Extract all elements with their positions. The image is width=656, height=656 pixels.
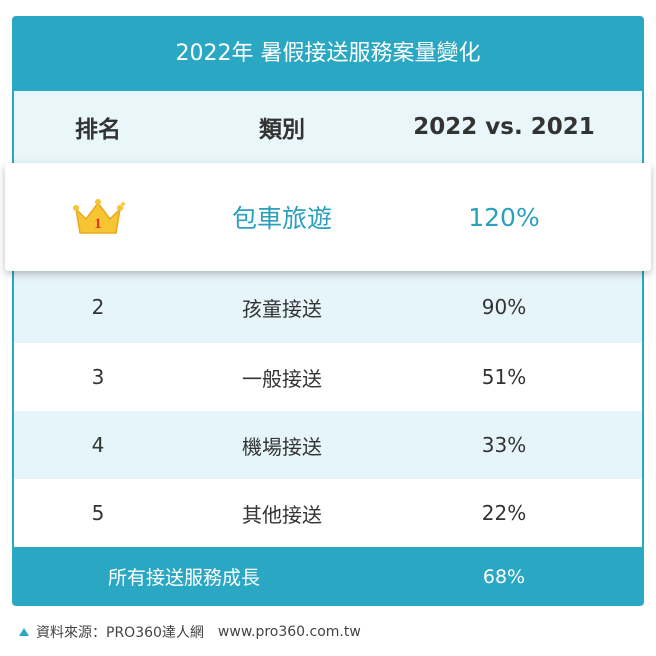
footer-label: 所有接送服務成長: [107, 567, 260, 589]
footer-row: 所有接送服務成長 68%: [14, 547, 642, 606]
category: 機場接送: [242, 434, 322, 459]
rank: 1: [94, 216, 102, 232]
table-row: 2 孩童接送 90%: [14, 271, 642, 343]
source: 資料來源：PRO360達人網 www.pro360.com.tw: [18, 622, 361, 642]
header-cell: 類別: [259, 117, 305, 143]
source-url: www.pro360.com.tw: [217, 624, 361, 640]
crown-icon: 1: [73, 199, 126, 234]
rank: 5: [91, 501, 105, 525]
triangle-icon: [19, 628, 29, 636]
growth: 120%: [468, 202, 540, 232]
table-row: 4 機場接送 33%: [14, 411, 642, 479]
header-row: 排名 類別 2022 vs. 2021: [14, 91, 642, 163]
source-text: 資料來源：PRO360達人網: [36, 625, 204, 641]
category: 孩童接送: [242, 296, 322, 321]
top-row: 1 包車旅遊 120%: [5, 163, 651, 271]
table-row: 3 一般接送 51%: [14, 343, 642, 411]
growth: 90%: [481, 295, 527, 319]
rank: 2: [91, 295, 105, 319]
category: 其他接送: [242, 502, 322, 527]
growth: 22%: [481, 501, 527, 525]
table-row: 5 其他接送 22%: [14, 479, 642, 547]
header-cell: 排名: [75, 117, 121, 143]
rank-crown: 1: [14, 163, 182, 271]
header-cell: 2022 vs. 2021: [413, 114, 595, 140]
footer-value: 68%: [482, 565, 526, 588]
growth: 51%: [481, 365, 527, 389]
rank: 4: [91, 433, 105, 457]
title: 2022年 暑假接送服務案量變化: [175, 41, 481, 66]
category: 包車旅遊: [231, 204, 332, 233]
category: 一般接送: [242, 366, 322, 391]
growth: 33%: [481, 433, 527, 457]
rank: 3: [91, 365, 105, 389]
